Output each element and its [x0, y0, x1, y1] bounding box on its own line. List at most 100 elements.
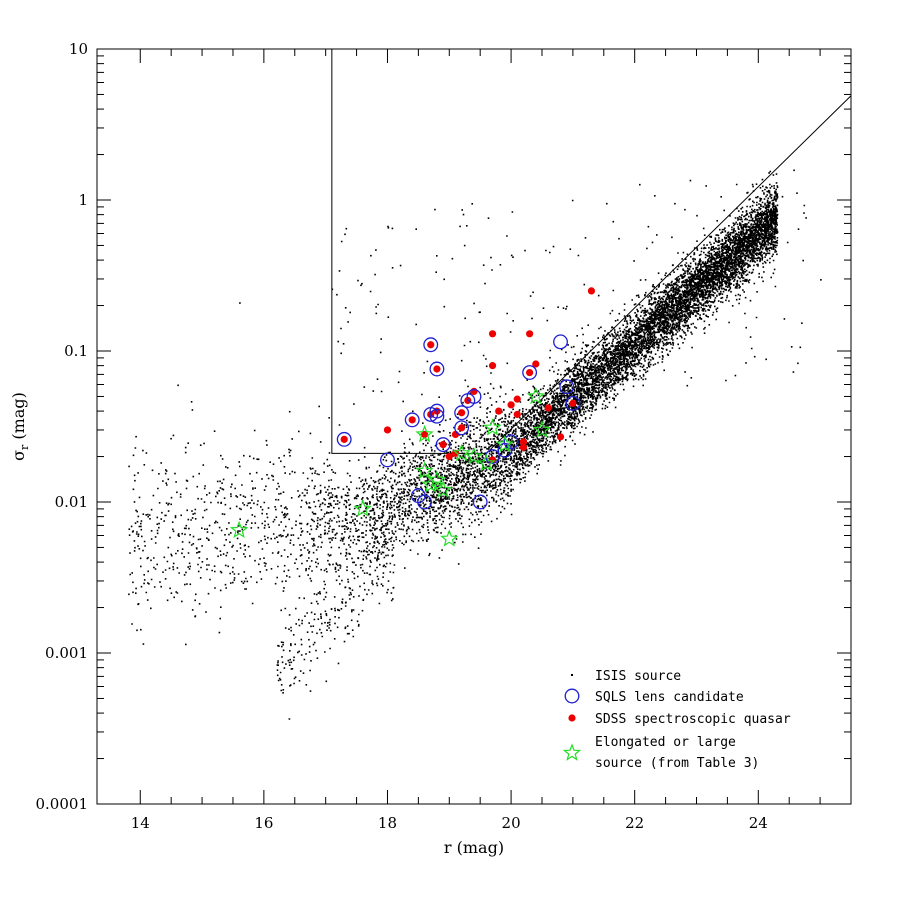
y-axis-label-subscript: r [18, 444, 31, 450]
sqls-lens-candidate-point [423, 407, 439, 422]
y-axis-label-symbol: σ [9, 450, 28, 461]
sqls-lens-candidate-point [404, 412, 420, 428]
y-tick-label: 0.001 [45, 644, 88, 662]
legend-open-circle [564, 688, 580, 704]
legend-label-sdss: SDSS spectroscopic quasar [595, 712, 791, 727]
elongated-source-points [229, 386, 552, 547]
legend-marker-sdss [568, 714, 576, 722]
legend-label-elongated-line2: source (from Table 3) [595, 756, 759, 771]
elongated-source-point [415, 461, 434, 480]
sdss-quasar-point [488, 330, 497, 338]
sdss-quasar-point [433, 365, 441, 373]
sqls-lens-candidate-point [497, 442, 513, 458]
sdss-quasar-point [526, 368, 534, 377]
sdss-quasar-point [488, 456, 497, 464]
sqls-lens-candidate-point [472, 494, 488, 510]
x-tick-label: 20 [502, 814, 521, 832]
sqls-lens-candidate-point [522, 365, 538, 380]
y-tick-labels: 0.0001 0.001 0.01 0.1 1 10 [36, 40, 89, 813]
sdss-quasar-point [458, 409, 466, 417]
sdss-quasar-point [507, 401, 515, 409]
sdss-quasar-point [556, 433, 565, 441]
legend-filled-circle [568, 714, 576, 722]
x-tick-label: 18 [378, 814, 397, 832]
sdss-quasar-point [451, 449, 460, 457]
elongated-source-point [421, 475, 440, 493]
plot-frame [96, 48, 852, 805]
x-tick-label: 24 [749, 814, 768, 832]
sqls-lens-candidate-point [565, 395, 581, 411]
sdss-quasar-point [519, 438, 528, 446]
sdss-quasar-point [420, 430, 429, 439]
legend-dot [571, 674, 573, 676]
sqls-lens-candidate-point [435, 437, 451, 453]
sqls-lens-candidate-point [380, 452, 395, 468]
sdss-quasar-point [544, 404, 552, 412]
legend-open-star [562, 743, 582, 761]
x-tick-label: 14 [131, 814, 150, 832]
sqls-lens-candidate-points [336, 334, 581, 510]
legend-marker-elongated [562, 743, 582, 761]
sdss-quasar-point [408, 416, 416, 424]
y-tick-label: 1 [78, 191, 88, 209]
legend-label-isis: ISIS source [595, 669, 681, 684]
sqls-lens-candidate-point [423, 337, 439, 353]
sdss-quasar-point [458, 424, 466, 432]
sdss-quasar-point [513, 410, 521, 419]
sqls-lens-candidate-point [336, 431, 352, 447]
sqls-lens-candidate-point [417, 494, 433, 510]
selection-lines [331, 49, 852, 454]
elongated-source-point [433, 480, 453, 498]
sdss-quasar-point [495, 407, 503, 415]
x-tick-label: 16 [254, 814, 273, 832]
elongated-source-point [415, 424, 434, 443]
elongated-source-point [229, 520, 249, 539]
x-tick-label: 22 [625, 814, 644, 832]
sdss-quasar-point [427, 341, 435, 349]
x-axis-label: r (mag) [444, 838, 504, 857]
sdss-quasar-point [439, 440, 447, 449]
sqls-lens-candidate-point [466, 389, 482, 404]
legend-marker-isis [571, 674, 573, 676]
axis-ticks [97, 49, 852, 805]
sqls-lens-candidate-point [559, 379, 575, 395]
y-tick-label: 0.1 [64, 342, 88, 360]
sqls-lens-candidate-point [553, 334, 568, 350]
legend-label-elongated-line1: Elongated or large [595, 735, 736, 750]
sqls-lens-candidate-point [454, 420, 470, 436]
sdss-quasar-point [340, 435, 348, 443]
elongated-source-point [532, 420, 552, 438]
elongated-source-point [353, 499, 373, 517]
legend-marker-sqls [564, 688, 580, 704]
elongated-source-point [452, 443, 471, 462]
elongated-source-point [495, 434, 515, 453]
sdss-quasar-point [587, 287, 596, 295]
elongated-source-point [483, 418, 502, 436]
y-tick-label: 0.0001 [36, 795, 89, 813]
sqls-lens-candidate-point [429, 408, 445, 424]
y-axis-label-unit: (mag) [9, 392, 28, 445]
sdss-quasar-point [532, 360, 540, 368]
sdss-quasar-point [519, 443, 528, 451]
sqls-lens-candidate-point [454, 405, 470, 421]
elongated-source-point [526, 386, 546, 405]
sdss-quasar-point [526, 330, 534, 338]
elongated-source-point [440, 529, 459, 547]
legend-label-sqls: SQLS lens candidate [595, 690, 744, 705]
sdss-quasar-point [569, 399, 577, 407]
sdss-quasar-point [445, 452, 453, 461]
elongated-source-point [464, 446, 484, 465]
isis-source-points [128, 169, 822, 720]
legend: ISIS source SQLS lens candidate SDSS spe… [562, 669, 791, 771]
sdss-quasar-point [513, 395, 521, 403]
isis-source-dots [128, 169, 822, 720]
selection-boundary-line [331, 49, 852, 454]
sdss-quasar-point [470, 387, 478, 396]
x-tick-labels: 14 16 18 20 22 24 [131, 814, 768, 832]
elongated-source-point [477, 453, 496, 472]
elongated-source-point [427, 470, 447, 488]
y-tick-label: 0.01 [55, 493, 88, 511]
sqls-lens-candidate-point [429, 361, 445, 377]
y-axis-label: σr (mag) [9, 392, 31, 461]
